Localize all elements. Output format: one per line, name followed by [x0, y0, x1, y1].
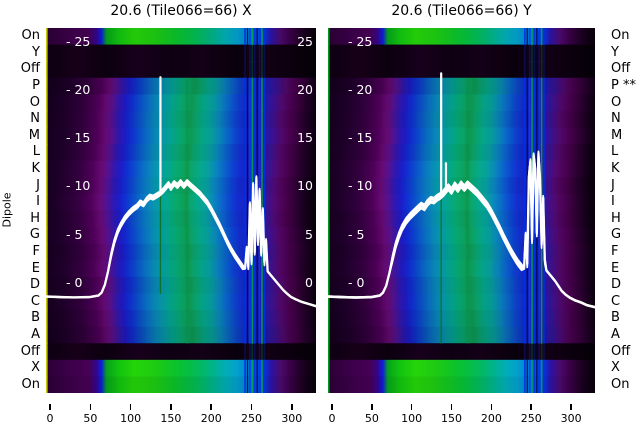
row-label-right: M	[611, 127, 623, 143]
row-label-left: Off	[20, 343, 40, 359]
row-label-right: On	[611, 376, 630, 392]
x-tick-label: 100	[401, 412, 423, 425]
inner-y-tick-label: - 20	[348, 81, 373, 97]
x-tick-mark	[371, 404, 373, 410]
inner-y-tick-label: - 5	[348, 226, 365, 242]
row-label-left: B	[31, 310, 40, 326]
x-tick-mark	[450, 404, 453, 410]
inner-y-tick-label-right: 10	[297, 178, 313, 194]
row-label-left: P	[32, 78, 40, 94]
panel-title-y: 20.6 (Tile066=66) Y	[391, 3, 532, 19]
row-label-left: On	[21, 376, 40, 392]
row-label-right: H	[611, 210, 621, 226]
row-label-right: On	[611, 28, 630, 44]
row-label-right: K	[611, 161, 620, 177]
row-label-right: E	[611, 260, 620, 276]
panel-y	[328, 28, 595, 393]
x-tick-label: 250	[520, 412, 542, 425]
x-tick-label: 0	[328, 412, 336, 425]
x-tick-mark	[129, 404, 132, 410]
inner-y-tick-label: - 15	[66, 130, 91, 146]
x-tick-mark	[250, 404, 253, 410]
x-tick-mark	[570, 404, 572, 410]
inner-y-tick-label-right: 25	[297, 33, 313, 49]
x-tick-mark	[89, 404, 92, 410]
inner-y-tick-label-right: 20	[297, 81, 313, 97]
inner-y-tick-label: - 10	[66, 178, 91, 194]
row-label-right: Off	[611, 343, 631, 359]
x-tick-label: 300	[281, 412, 303, 425]
row-label-right: B	[611, 310, 620, 326]
row-label-right: D	[611, 277, 622, 293]
row-label-right: G	[611, 227, 622, 243]
row-label-right: I	[611, 194, 615, 210]
inner-y-tick-label: - 15	[348, 130, 373, 146]
x-tick-label: 300	[560, 412, 582, 425]
row-label-left: N	[30, 111, 40, 127]
x-tick-mark	[170, 404, 172, 410]
row-label-left: F	[32, 243, 40, 259]
row-label-right: A	[611, 326, 620, 342]
x-tick-label: 50	[83, 412, 98, 425]
x-tick-label: 250	[241, 412, 263, 425]
row-label-left: On	[21, 28, 40, 44]
row-label-left: Y	[32, 44, 40, 60]
row-label-left: M	[28, 127, 40, 143]
row-label-left: K	[31, 161, 40, 177]
inner-y-tick-label-right: 15	[297, 130, 313, 146]
row-label-right: P **	[611, 78, 636, 94]
row-label-right: C	[611, 293, 621, 309]
x-tick-mark	[49, 404, 51, 410]
x-tick-label: 0	[46, 412, 54, 425]
inner-y-tick-label: - 20	[66, 81, 91, 97]
row-label-left: X	[31, 360, 40, 376]
x-tick-label: 150	[160, 412, 182, 425]
row-label-right: Y	[611, 44, 619, 60]
row-label-left: O	[29, 94, 40, 110]
row-label-left: C	[30, 293, 40, 309]
inner-y-tick-label: - 10	[348, 178, 373, 194]
row-label-left: L	[32, 144, 40, 160]
row-label-left: G	[29, 227, 40, 243]
row-label-left: A	[31, 326, 40, 342]
inner-y-tick-label: - 5	[66, 226, 83, 242]
x-tick-mark	[530, 404, 532, 410]
inner-y-tick-label: - 0	[66, 274, 83, 290]
inner-y-tick-label: - 25	[66, 33, 91, 49]
row-label-right: L	[611, 144, 619, 160]
row-label-right: N	[611, 111, 621, 127]
row-label-right: O	[611, 94, 622, 110]
row-label-left: I	[36, 194, 40, 210]
row-label-left: E	[31, 260, 40, 276]
x-tick-mark	[410, 404, 413, 410]
row-label-left: H	[30, 210, 40, 226]
inner-y-tick-label-right: 5	[305, 226, 313, 242]
x-tick-label: 50	[364, 412, 379, 425]
panel-x	[46, 28, 316, 393]
x-tick-label: 200	[480, 412, 502, 425]
x-tick-mark	[210, 404, 212, 410]
inner-y-tick-label: - 25	[348, 33, 373, 49]
row-label-right: J	[611, 177, 615, 193]
x-tick-mark	[291, 404, 293, 410]
row-label-left: J	[36, 177, 40, 193]
x-tick-mark	[331, 404, 333, 410]
row-label-left: Off	[20, 61, 40, 77]
row-label-left: D	[29, 277, 40, 293]
x-tick-mark	[490, 404, 493, 410]
inner-y-tick-label: - 0	[348, 274, 365, 290]
panel-title-x: 20.6 (Tile066=66) X	[110, 3, 252, 19]
row-label-right: X	[611, 360, 620, 376]
inner-y-tick-label-right: 0	[305, 274, 313, 290]
row-label-right: F	[611, 243, 619, 259]
x-tick-label: 100	[120, 412, 142, 425]
x-tick-label: 150	[441, 412, 463, 425]
row-label-right: Off	[611, 61, 631, 77]
heatmap-canvas-y	[328, 28, 595, 393]
heatmap-canvas-x	[46, 28, 316, 393]
x-tick-label: 200	[200, 412, 222, 425]
